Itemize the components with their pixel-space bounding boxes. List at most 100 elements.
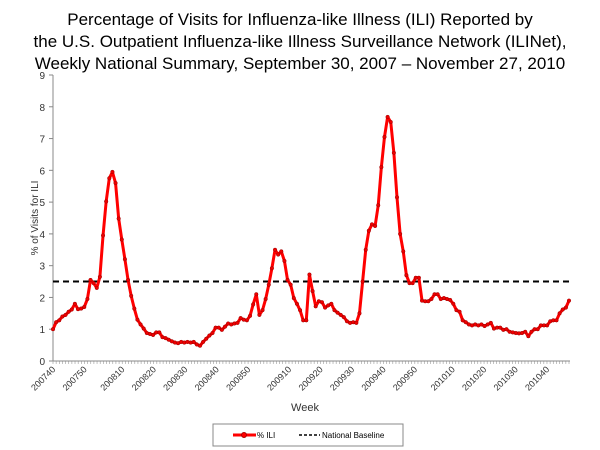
ili-data-point (554, 318, 559, 323)
ili-data-point (498, 325, 503, 330)
ili-data-point (335, 310, 340, 315)
ili-data-point (91, 281, 96, 286)
ili-data-point (94, 285, 99, 290)
chart-title-line-1: Percentage of Visits for Influenza-like … (67, 10, 533, 29)
ili-data-point (201, 339, 206, 344)
ili-data-point (57, 318, 62, 323)
ili-data-point (523, 329, 528, 334)
ili-data-point (410, 281, 415, 286)
ili-data-point (66, 309, 71, 314)
ili-data-point (116, 216, 121, 221)
ili-data-point (463, 320, 468, 325)
ili-data-point (545, 323, 550, 328)
ili-data-point (85, 296, 90, 302)
ili-data-point (319, 300, 324, 305)
y-tick-label: 7 (39, 135, 45, 146)
ili-data-point (291, 296, 296, 301)
ili-data-point (219, 327, 224, 332)
ili-data-point (138, 322, 143, 327)
x-tick-label: 200910 (265, 364, 293, 392)
ili-data-point (238, 316, 243, 321)
ili-data-point (63, 312, 68, 317)
ili-data-point (332, 308, 337, 313)
x-tick-label: 201030 (492, 364, 520, 392)
ili-data-point (560, 307, 565, 312)
ili-data-point (451, 301, 456, 306)
ili-data-point (448, 297, 453, 303)
ili-data-point (307, 272, 312, 277)
ili-data-point (191, 339, 196, 344)
ili-data-point (257, 312, 262, 317)
ili-data-point (141, 326, 146, 331)
legend-box (212, 423, 404, 447)
legend-ili-marker (241, 432, 247, 438)
ili-data-point (363, 247, 368, 252)
ili-data-point (488, 320, 493, 325)
x-tick-label: 200830 (161, 364, 189, 392)
y-axis-label: % of Visits for ILI (30, 181, 41, 256)
ili-data-point (535, 327, 540, 332)
ili-data-point (429, 296, 434, 302)
x-tick-label: 200850 (224, 364, 252, 392)
chart-title-line-2: the U.S. Outpatient Influenza-like Illne… (33, 32, 567, 51)
ili-data-point (344, 319, 350, 324)
ili-data-point (276, 252, 281, 257)
ili-data-point (329, 301, 334, 306)
ili-data-point (376, 203, 381, 208)
ili-data-point (285, 277, 290, 283)
ili-data-point (357, 311, 362, 316)
ili-data-point (269, 266, 274, 271)
ili-data-point (391, 150, 396, 155)
y-tick-label: 6 (39, 166, 45, 177)
ili-data-point (107, 176, 112, 181)
ili-data-point (323, 305, 328, 310)
ili-data-point (135, 317, 140, 322)
ili-data-point (122, 257, 127, 262)
x-tick-label: 200820 (130, 364, 158, 392)
ili-data-point (54, 320, 59, 325)
ili-data-point (388, 119, 393, 125)
ili-data-point (326, 303, 331, 308)
ili-data-point (282, 258, 287, 263)
ili-data-point (197, 343, 203, 348)
ili-data-point (482, 323, 487, 329)
legend: % ILI National Baseline (212, 423, 404, 447)
y-tick-label: 8 (39, 103, 45, 114)
y-tick-label: 1 (39, 325, 45, 336)
ili-data-point (72, 301, 77, 306)
x-tick-label: 201020 (460, 364, 488, 392)
x-tick-label: 201010 (429, 364, 457, 392)
ili-data-point (557, 311, 562, 316)
x-axis-label: Week (291, 402, 319, 414)
ili-data-point (260, 308, 265, 313)
ili-data-point (235, 320, 240, 325)
y-tick-label: 2 (39, 293, 45, 304)
ili-data-point (294, 301, 299, 306)
x-tick-label: 200810 (98, 364, 126, 392)
ili-data-point (460, 318, 465, 323)
ili-data-point (251, 302, 256, 307)
x-tick-label: 200840 (193, 364, 221, 392)
ili-data-point (166, 337, 171, 342)
ili-data-point (379, 165, 384, 170)
ili-data-point (104, 199, 109, 204)
ili-data-point (244, 318, 249, 323)
ili-data-point (216, 325, 221, 330)
ili-data-point (126, 277, 131, 283)
y-tick-label: 9 (39, 71, 45, 82)
ili-data-point (529, 329, 534, 334)
ili-data-point (207, 333, 212, 338)
ili-data-point (369, 222, 375, 227)
ili-data-point (457, 309, 462, 314)
ili-data-point (360, 279, 365, 284)
x-tick-label: 200930 (328, 364, 356, 392)
ili-data-point (454, 308, 459, 313)
ili-data-point (210, 330, 215, 336)
ili-data-point (341, 315, 346, 320)
ili-data-point (485, 322, 490, 327)
ili-data-point (247, 313, 253, 318)
ili-data-point (60, 314, 65, 319)
legend-baseline-label: National Baseline (322, 431, 385, 440)
ili-data-point (69, 307, 74, 312)
ili-data-point (50, 327, 56, 332)
